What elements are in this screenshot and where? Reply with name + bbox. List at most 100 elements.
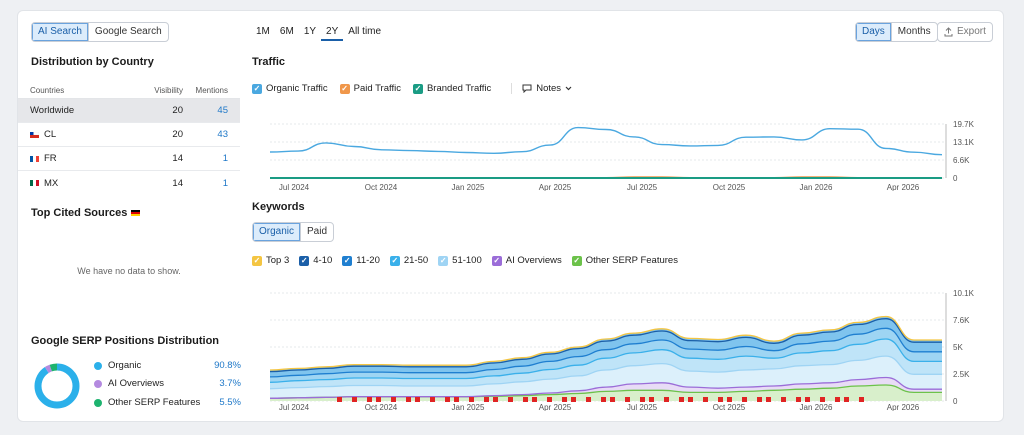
check-icon: ✓ [252, 255, 262, 266]
check-icon: ✓ [342, 255, 353, 266]
series-line-51-100 [269, 355, 942, 390]
check-icon: ✓ [571, 255, 582, 266]
pos-4-10-checkbox[interactable]: ✓ 4-10 [299, 255, 332, 266]
note-flag-icon[interactable] [532, 397, 537, 402]
pos-51-100-checkbox[interactable]: ✓ 51-100 [438, 255, 482, 266]
note-flag-icon[interactable] [586, 397, 591, 402]
notes-label: Notes [536, 83, 562, 94]
range-2y[interactable]: 2Y [321, 25, 344, 41]
note-flag-icon[interactable] [625, 397, 630, 402]
mentions-link[interactable]: 1 [222, 153, 228, 164]
note-flag-icon[interactable] [679, 397, 684, 402]
note-flag-icon[interactable] [391, 397, 396, 402]
note-flag-icon[interactable] [835, 397, 840, 402]
paid-tab[interactable]: Paid [300, 223, 333, 241]
serp-label: Organic [108, 360, 142, 371]
legend-label: AI Overviews [505, 255, 562, 266]
paid-traffic-checkbox[interactable]: ✓ Paid Traffic [339, 83, 401, 94]
organic-tab[interactable]: Organic [253, 223, 301, 241]
note-flag-icon[interactable] [352, 397, 357, 402]
ai-search-tab[interactable]: AI Search [32, 23, 88, 41]
col-countries: Countries [30, 86, 65, 95]
google-search-tab[interactable]: Google Search [87, 23, 168, 41]
note-flag-icon[interactable] [523, 397, 528, 402]
mentions-link[interactable]: 1 [222, 177, 228, 189]
note-flag-icon[interactable] [508, 397, 513, 402]
serp-distribution-title: Google SERP Positions Distribution [31, 335, 220, 347]
y-tick-label: 19.7K [953, 120, 975, 129]
note-flag-icon[interactable] [664, 397, 669, 402]
table-row[interactable]: Worldwide 20 45 [18, 99, 240, 123]
days-button[interactable]: Days [856, 23, 891, 41]
note-flag-icon[interactable] [445, 397, 450, 402]
traffic-chart: 19.7K 13.1K 6.6K 0 Jul 2024 Oct 2024 Jan 2025 A… [269, 120, 975, 191]
x-tick-label: Jul 2024 [279, 183, 310, 191]
note-flag-icon[interactable] [766, 397, 771, 402]
y-tick-label: 0 [953, 397, 958, 406]
note-flag-icon[interactable] [484, 397, 489, 402]
mentions-link[interactable]: 45 [217, 105, 228, 116]
date-range-selector: 1M 6M 1Y 2Y All time [251, 25, 386, 41]
note-flag-icon[interactable] [742, 397, 747, 402]
export-button[interactable]: Export [937, 22, 993, 42]
note-flag-icon[interactable] [610, 397, 615, 402]
y-tick-label: 5K [953, 343, 963, 352]
note-flag-icon[interactable] [820, 397, 825, 402]
cited-sources-title: Top Cited Sources [31, 207, 141, 219]
range-6m[interactable]: 6M [279, 26, 294, 37]
x-tick-label: Jul 2025 [627, 183, 658, 191]
note-flag-icon[interactable] [805, 397, 810, 402]
upload-icon [944, 27, 953, 37]
ai-overviews-checkbox[interactable]: ✓ AI Overviews [491, 255, 562, 266]
notes-dropdown[interactable]: Notes [511, 83, 572, 94]
note-flag-icon[interactable] [469, 397, 474, 402]
note-flag-icon[interactable] [796, 397, 801, 402]
note-flag-icon[interactable] [844, 397, 849, 402]
donut-slice [34, 363, 80, 409]
serp-label: Other SERP Features [108, 397, 201, 408]
pos-11-20-checkbox[interactable]: ✓ 11-20 [342, 255, 380, 266]
note-flag-icon[interactable] [640, 397, 645, 402]
months-button[interactable]: Months [890, 23, 937, 41]
note-flag-icon[interactable] [547, 397, 552, 402]
note-flag-icon[interactable] [571, 397, 576, 402]
x-tick-label: Jul 2025 [627, 403, 658, 411]
note-flag-icon[interactable] [415, 397, 420, 402]
pos-21-50-checkbox[interactable]: ✓ 21-50 [389, 255, 428, 266]
legend-label: Paid Traffic [353, 83, 401, 94]
table-row[interactable]: CL 20 43 [18, 123, 240, 147]
note-flag-icon[interactable] [781, 397, 786, 402]
range-1m[interactable]: 1M [256, 26, 270, 37]
note-flag-icon[interactable] [493, 397, 498, 402]
other-serp-checkbox[interactable]: ✓ Other SERP Features [571, 255, 678, 266]
note-flag-icon[interactable] [703, 397, 708, 402]
other-serp-dot-icon [94, 398, 102, 407]
country-name: FR [44, 153, 57, 164]
note-flag-icon[interactable] [430, 397, 435, 402]
check-icon: ✓ [438, 255, 449, 266]
visibility-value: 20 [172, 129, 183, 140]
note-flag-icon[interactable] [454, 397, 459, 402]
range-all-time[interactable]: All time [348, 26, 382, 37]
note-flag-icon[interactable] [727, 397, 732, 402]
note-flag-icon[interactable] [337, 397, 342, 402]
note-flag-icon[interactable] [376, 397, 381, 402]
branded-traffic-checkbox[interactable]: ✓ Branded Traffic [412, 83, 491, 94]
mentions-link[interactable]: 43 [217, 129, 228, 140]
table-row[interactable]: MX 14 1 [18, 171, 240, 195]
note-flag-icon[interactable] [718, 397, 723, 402]
top3-checkbox[interactable]: ✓ Top 3 [252, 255, 289, 266]
range-1y[interactable]: 1Y [303, 26, 317, 37]
note-flag-icon[interactable] [757, 397, 762, 402]
note-flag-icon[interactable] [859, 397, 864, 402]
y-tick-label: 2.5K [953, 370, 970, 379]
note-flag-icon[interactable] [649, 397, 654, 402]
note-flag-icon[interactable] [688, 397, 693, 402]
note-flag-icon[interactable] [601, 397, 606, 402]
note-flag-icon[interactable] [406, 397, 411, 402]
table-row[interactable]: FR 14 1 [18, 147, 240, 171]
note-flag-icon[interactable] [562, 397, 567, 402]
note-flag-icon[interactable] [367, 397, 372, 402]
organic-traffic-checkbox[interactable]: ✓ Organic Traffic [252, 83, 328, 94]
serp-pct: 3.7% [219, 378, 241, 389]
